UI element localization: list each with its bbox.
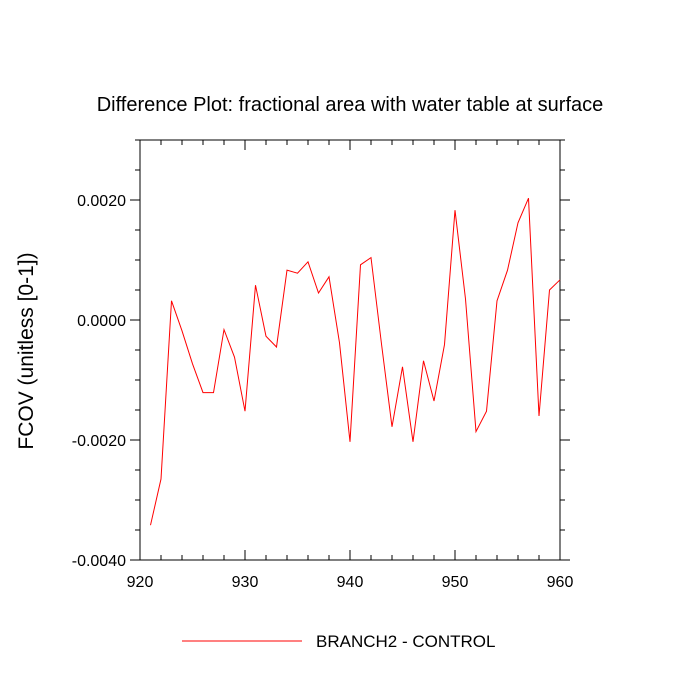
y-tick-label: -0.0040 <box>72 553 126 570</box>
y-axis-label: FCOV (unitless [0-1]) <box>15 252 38 449</box>
chart-title: Difference Plot: fractional area with wa… <box>97 94 604 116</box>
legend-label: BRANCH2 - CONTROL <box>316 632 495 651</box>
tick-labels: 920 930 940 950 960 -0.0040 -0.0020 0.0000 0.002… <box>72 193 574 591</box>
plot-frame <box>139 139 561 561</box>
x-tick-label: 940 <box>337 574 364 591</box>
series-group <box>150 198 561 526</box>
series-line <box>150 198 561 526</box>
y-tick-label: -0.0020 <box>72 433 126 450</box>
x-tick-label: 960 <box>547 574 574 591</box>
axis-ticks <box>130 139 570 561</box>
y-tick-label: 0.0020 <box>77 193 126 210</box>
x-tick-label: 950 <box>442 574 469 591</box>
y-tick-label: 0.0000 <box>77 313 126 330</box>
legend: BRANCH2 - CONTROL <box>182 632 495 651</box>
x-tick-label: 920 <box>127 574 154 591</box>
x-tick-label: 930 <box>232 574 259 591</box>
